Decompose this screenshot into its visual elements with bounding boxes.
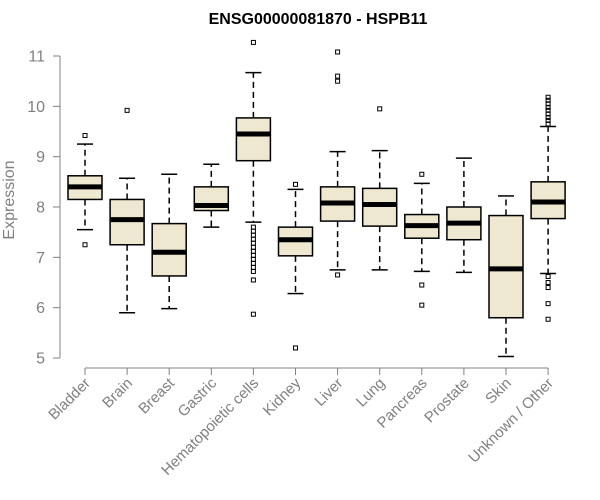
box-group bbox=[488, 195, 524, 358]
outlier-point bbox=[82, 133, 88, 139]
outlier-point bbox=[250, 268, 256, 274]
x-tick-label: Liver bbox=[311, 375, 346, 410]
box-group bbox=[277, 181, 314, 351]
outlier-point bbox=[250, 260, 256, 266]
x-tick-label: Lung bbox=[353, 375, 389, 411]
outlier-point bbox=[82, 242, 88, 248]
y-tick-label: 10 bbox=[27, 99, 45, 116]
outlier-point bbox=[335, 78, 341, 84]
outlier-point bbox=[545, 301, 551, 307]
outlier-point bbox=[250, 311, 256, 317]
y-tick-label: 5 bbox=[36, 351, 45, 368]
iqr-box bbox=[361, 187, 398, 227]
box-group bbox=[319, 49, 356, 278]
outlier-point bbox=[419, 171, 425, 177]
outlier-point bbox=[250, 228, 256, 234]
box-group bbox=[151, 173, 187, 310]
box-series bbox=[67, 39, 566, 358]
x-tick-label: Skin bbox=[482, 375, 515, 408]
outlier-point bbox=[545, 114, 551, 120]
outlier-point bbox=[124, 107, 130, 113]
outlier-point bbox=[545, 94, 551, 100]
y-tick-label: 11 bbox=[28, 49, 45, 66]
y-tick-label: 8 bbox=[36, 200, 45, 217]
box-group bbox=[67, 133, 103, 248]
y-tick-label: 9 bbox=[36, 149, 45, 166]
outlier-point bbox=[545, 316, 551, 322]
outlier-point bbox=[545, 280, 551, 285]
outlier-point bbox=[293, 345, 298, 351]
box-group bbox=[446, 157, 482, 274]
outlier-point bbox=[545, 104, 551, 110]
outlier-point bbox=[250, 248, 256, 254]
outlier-point bbox=[377, 106, 383, 112]
y-tick-label: 7 bbox=[36, 250, 45, 267]
box-group bbox=[193, 163, 230, 228]
outlier-point bbox=[335, 49, 341, 55]
outlier-point bbox=[250, 252, 256, 258]
outlier-point bbox=[250, 236, 256, 242]
box-group bbox=[361, 106, 398, 271]
y-axis: 5 6 7 8 9 10 11 bbox=[27, 49, 61, 368]
outlier-point bbox=[419, 282, 425, 288]
outlier-point bbox=[545, 121, 551, 127]
x-tick-label: Brain bbox=[99, 375, 136, 412]
outlier-point bbox=[545, 285, 551, 291]
outlier-point bbox=[250, 232, 256, 238]
outlier-point bbox=[250, 224, 256, 230]
outlier-point bbox=[293, 181, 298, 187]
y-axis-label: Expression bbox=[1, 160, 18, 239]
outlier-point bbox=[335, 73, 341, 79]
x-tick-label: Kidney bbox=[260, 374, 305, 419]
box-group bbox=[530, 94, 566, 322]
outlier-point bbox=[250, 39, 256, 45]
outlier-point bbox=[250, 240, 256, 246]
box-group bbox=[235, 39, 272, 317]
outlier-point bbox=[419, 302, 425, 308]
chart-title: ENSG00000081870 - HSPB11 bbox=[209, 11, 428, 28]
box-group bbox=[109, 107, 145, 314]
y-tick-label: 6 bbox=[36, 300, 45, 317]
outlier-point bbox=[545, 273, 551, 279]
outlier-point bbox=[250, 277, 256, 283]
iqr-box bbox=[235, 117, 272, 162]
iqr-box bbox=[109, 198, 145, 246]
outlier-point bbox=[335, 272, 341, 278]
outlier-point bbox=[250, 256, 256, 262]
x-tick-label: Prostate bbox=[421, 375, 473, 427]
outlier-point bbox=[250, 264, 256, 270]
box-group bbox=[404, 171, 440, 308]
iqr-box bbox=[151, 222, 187, 277]
x-tick-label: Breast bbox=[135, 374, 178, 417]
x-tick-label: Bladder bbox=[45, 375, 94, 424]
outlier-point bbox=[250, 244, 256, 250]
